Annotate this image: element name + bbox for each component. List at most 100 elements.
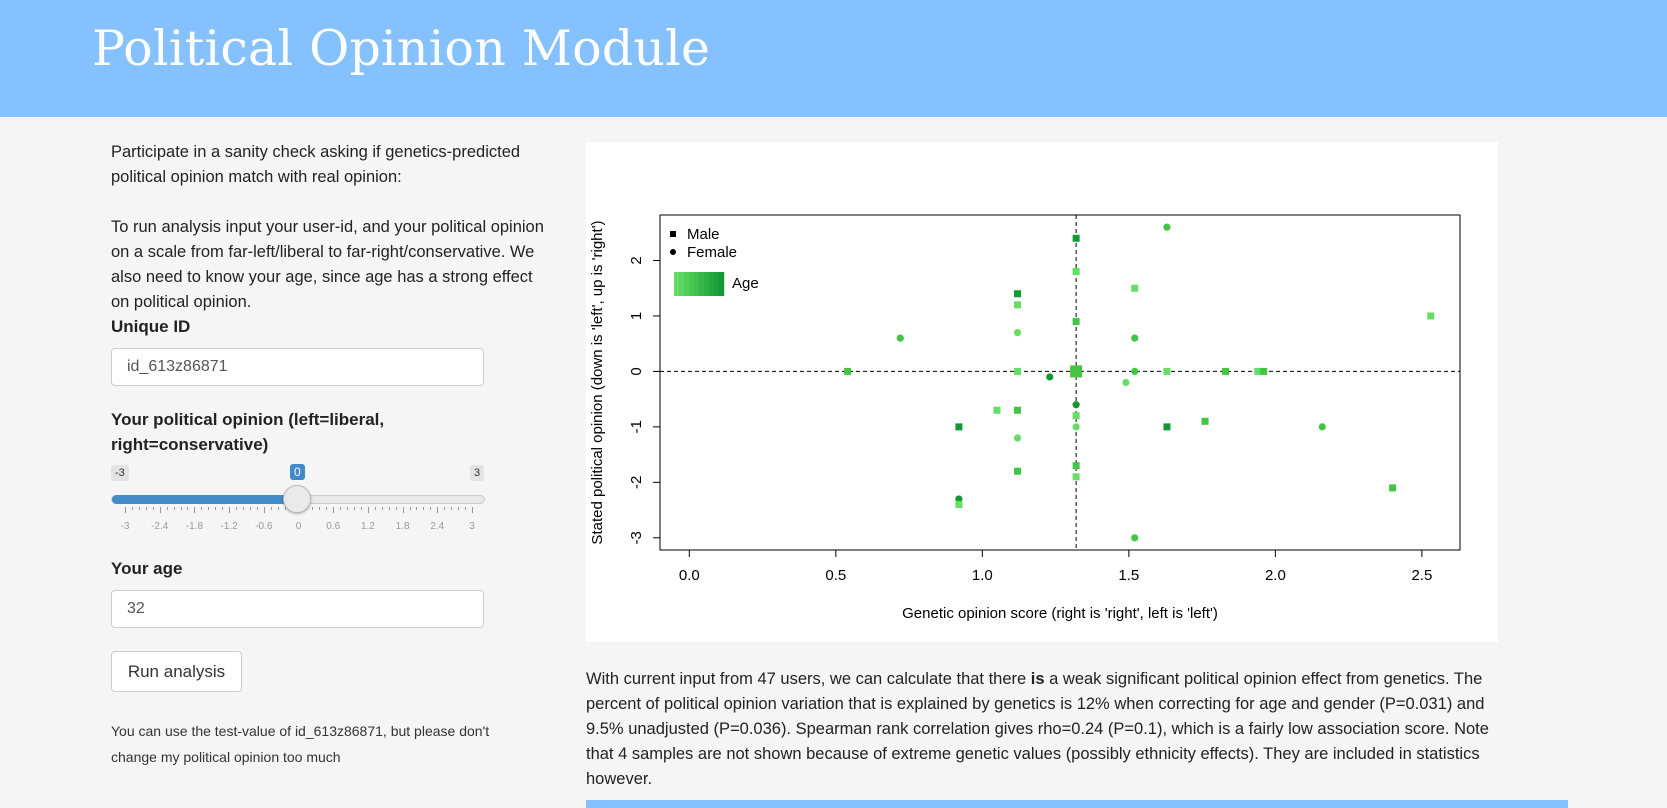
slider-tick	[347, 507, 349, 510]
data-point-male	[1163, 367, 1171, 375]
slider-tick	[333, 507, 335, 513]
data-point-male	[1072, 462, 1080, 470]
data-point-male	[993, 406, 1001, 414]
slider-tick	[430, 507, 432, 510]
slider-tick	[166, 507, 168, 510]
legend-age-gradient-step	[699, 272, 705, 296]
page-header: Political Opinion Module	[0, 0, 1667, 117]
data-point-male	[1072, 268, 1080, 276]
slider-tick	[201, 507, 203, 510]
scatter-chart: 0.0 0.5 1.0 1.5 2.0 2.5 -3 -2 -1 0 1 2 Genetic opini…	[589, 214, 1461, 622]
data-point-male	[1014, 290, 1022, 298]
slider-tick	[159, 507, 161, 513]
bottom-banner	[586, 800, 1568, 808]
results-text-part1: With current input from 47 users, we can…	[586, 670, 1031, 688]
slider-tick	[138, 507, 140, 510]
slider-tick	[131, 507, 133, 510]
slider-tick	[270, 507, 272, 510]
x-tick-label: 1.5	[1118, 567, 1139, 584]
slider-tick	[472, 507, 473, 513]
slider-tick	[437, 507, 439, 513]
slider-tick	[326, 507, 328, 510]
data-point-male	[1014, 367, 1022, 375]
slider-tick-label: 0	[295, 521, 302, 532]
y-tick-label: 2	[628, 256, 645, 264]
data-point-male	[1201, 417, 1209, 425]
run-analysis-button[interactable]: Run analysis	[111, 651, 242, 692]
legend-age-gradient-step	[704, 272, 710, 296]
scatter-plot: 0.0 0.5 1.0 1.5 2.0 2.5 -3 -2 -1 0 1 2 Genetic opini…	[586, 142, 1498, 642]
slider-tick	[145, 507, 147, 510]
slider-tick-label: 1.2	[360, 521, 375, 532]
slider-tick	[180, 507, 182, 510]
slider-tick-label: -3	[120, 521, 130, 532]
data-point-female	[1046, 373, 1054, 381]
slider-tick-label: -1.8	[185, 521, 204, 532]
legend-age-gradient-step	[694, 272, 700, 296]
data-point-male	[1163, 423, 1171, 431]
data-point-female	[1122, 378, 1130, 387]
data-point-female	[1072, 401, 1080, 409]
data-point-male	[1222, 367, 1230, 375]
slider-tick-label: -1.2	[220, 521, 238, 532]
legend-age-gradient-step	[689, 272, 695, 296]
instructions-text: To run analysis input your user-id, and …	[111, 218, 544, 311]
legend-age-label: Age	[732, 275, 759, 292]
slider-tick	[249, 507, 251, 510]
data-point-male	[1014, 301, 1022, 309]
data-point-male	[1072, 317, 1080, 325]
page-title: Political Opinion Module	[92, 20, 711, 77]
data-point-male	[1072, 412, 1080, 420]
y-tick-label: 0	[628, 367, 645, 375]
slider-tick	[416, 507, 418, 510]
data-point-female	[1013, 434, 1022, 442]
slider-tick-label: 0.6	[326, 521, 341, 532]
slider-max-label: 3	[470, 465, 485, 481]
x-tick-label: 2.5	[1411, 567, 1432, 584]
slider-tick	[222, 507, 224, 510]
y-tick-label: -1	[628, 420, 645, 433]
slider-tick	[194, 507, 196, 513]
age-input[interactable]	[111, 590, 484, 628]
slider-tick	[236, 507, 238, 510]
slider-tick-label: 2.4	[430, 521, 445, 532]
legend-age-gradient-step	[719, 272, 725, 296]
results-text-part2: a weak significant political opinion eff…	[586, 670, 1489, 788]
legend-male-label: Male	[687, 226, 720, 243]
data-point-male	[1254, 367, 1262, 375]
slider-tick	[173, 507, 175, 510]
slider-tick	[465, 507, 467, 510]
plot-frame	[659, 214, 1461, 551]
slider-tick-label: 3	[469, 521, 475, 532]
legend-age-gradient-step	[709, 272, 715, 296]
slider-tick	[187, 507, 189, 510]
slider-handle[interactable]	[283, 485, 311, 513]
slider-tick	[340, 507, 342, 510]
slider-tick	[125, 507, 126, 513]
y-tick-label: -3	[628, 531, 645, 544]
slider-tick	[374, 507, 376, 510]
x-axis-label: Genetic opinion score (right is 'right',…	[902, 605, 1218, 622]
results-text: With current input from 47 users, we can…	[586, 667, 1506, 792]
data-point-female	[1013, 328, 1022, 337]
slider-tick	[284, 507, 286, 510]
legend-male-marker	[670, 231, 676, 237]
legend-age-gradient-step	[674, 272, 680, 296]
y-tick-label: 1	[628, 312, 645, 320]
sidebar-panel: Participate in a sanity check asking if …	[111, 140, 551, 315]
slider-tick	[360, 507, 362, 510]
data-point-male	[1072, 473, 1080, 481]
slider-tick	[388, 507, 390, 510]
slider-min-label: -3	[111, 465, 129, 481]
slider-tick	[319, 507, 321, 510]
slider-tick	[354, 507, 356, 510]
slider-tick	[367, 507, 369, 513]
data-point-female	[1131, 534, 1139, 542]
unique-id-input[interactable]	[111, 348, 484, 386]
slider-tick	[263, 507, 265, 513]
data-point-female	[1131, 367, 1139, 376]
data-point-male	[1014, 406, 1022, 414]
y-axis-label: Stated political opinion (down is 'left'…	[589, 220, 606, 544]
legend-age-gradient-step	[684, 272, 690, 296]
slider-tick	[444, 507, 446, 510]
